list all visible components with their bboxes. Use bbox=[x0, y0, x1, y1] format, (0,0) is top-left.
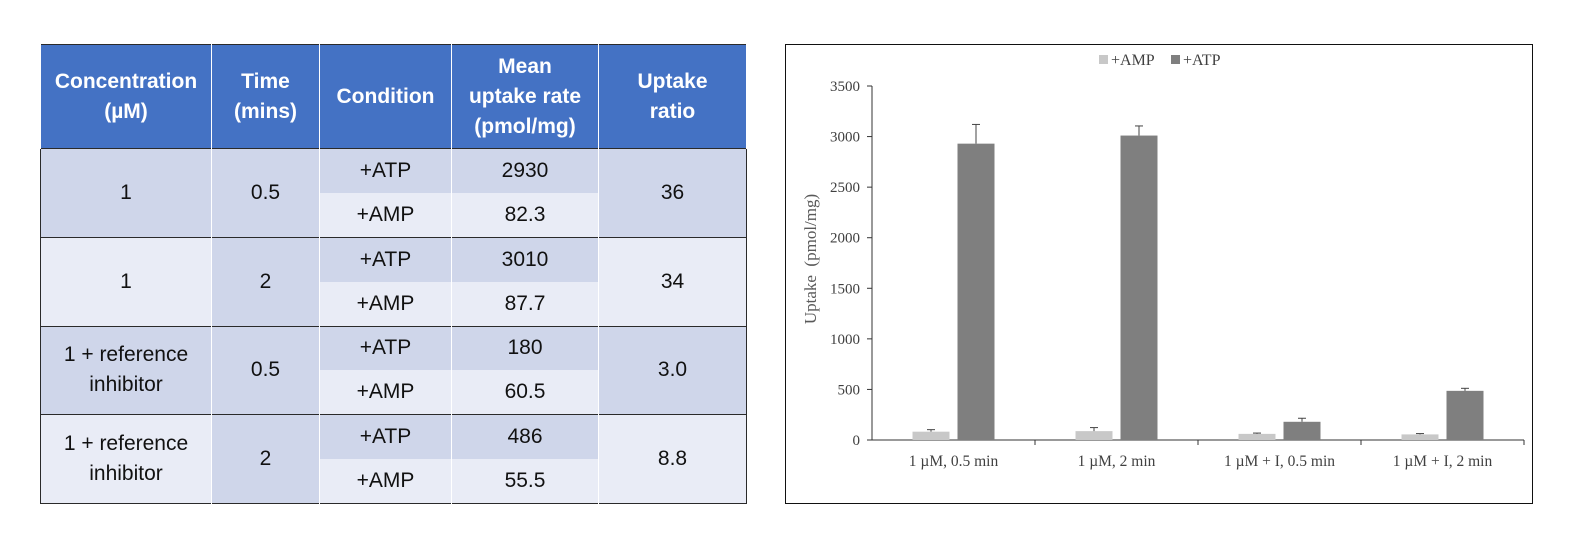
bar-atp bbox=[1120, 135, 1158, 440]
bar-amp bbox=[912, 431, 950, 440]
uptake-table-container: Concentration (µM) Time (mins) Condition Mean… bbox=[40, 44, 747, 504]
uptake-bar-chart-svg: 0 500 1000 1500 2000 2500 3000 3500 Uptake (pmol… bbox=[801, 52, 1525, 470]
x-tick-label: 1 µM + I, 2 min bbox=[1393, 453, 1493, 470]
header-line: Mean bbox=[498, 54, 552, 78]
cell-concentration: 1 + reference inhibitor bbox=[40, 325, 212, 415]
cell-uptake-ratio: 8.8 bbox=[598, 414, 747, 504]
cell-condition: +ATP bbox=[319, 325, 452, 371]
y-tick-label: 1000 bbox=[830, 332, 860, 348]
cell-concentration: 1 bbox=[40, 148, 212, 238]
legend-swatch-amp bbox=[1099, 55, 1108, 64]
cell-mean-uptake-rate: 82.3 bbox=[451, 192, 599, 238]
cell-mean-uptake-rate: 486 bbox=[451, 414, 599, 460]
x-tick-label: 1 µM, 0.5 min bbox=[909, 453, 999, 470]
header-line: (mins) bbox=[234, 99, 297, 123]
cell-condition: +AMP bbox=[319, 370, 452, 415]
cell-concentration: 1 bbox=[40, 236, 212, 326]
cell-mean-uptake-rate: 2930 bbox=[451, 147, 599, 193]
y-tick-label: 2000 bbox=[830, 231, 860, 247]
header-line: Concentration bbox=[54, 69, 198, 93]
bar-amp bbox=[1238, 433, 1276, 440]
legend-swatch-atp bbox=[1171, 55, 1180, 64]
table-row: 1 2 +ATP 3010 34 bbox=[40, 236, 747, 326]
table-row: +AMP 82.3 bbox=[41, 192, 747, 238]
cell-line: inhibitor bbox=[89, 373, 163, 397]
x-tick-label: 1 µM, 2 min bbox=[1078, 453, 1156, 470]
cell-line: 1 bbox=[120, 180, 132, 204]
y-tick-label: 0 bbox=[853, 433, 861, 449]
header-line: ratio bbox=[649, 99, 696, 123]
header-line: (pmol/mg) bbox=[474, 114, 576, 138]
header-time: Time (mins) bbox=[211, 44, 320, 149]
cell-time: 2 bbox=[211, 236, 320, 326]
bar-atp bbox=[957, 143, 995, 440]
uptake-table: Concentration (µM) Time (mins) Condition Mean… bbox=[40, 44, 747, 504]
legend-label: +AMP bbox=[1111, 52, 1155, 69]
cell-mean-uptake-rate: 60.5 bbox=[451, 370, 599, 415]
header-line: uptake rate bbox=[468, 84, 582, 108]
header-line: Condition bbox=[336, 84, 435, 108]
cell-condition: +AMP bbox=[319, 459, 452, 504]
bar-atp bbox=[1446, 390, 1484, 440]
y-tick-label: 500 bbox=[838, 382, 861, 398]
header-line: Uptake bbox=[637, 69, 708, 93]
header-uptake-ratio: Uptake ratio bbox=[598, 44, 747, 149]
cell-uptake-ratio: 34 bbox=[598, 236, 747, 326]
y-tick-label: 2500 bbox=[830, 180, 860, 196]
cell-time: 2 bbox=[211, 414, 320, 504]
table-row: +AMP 60.5 bbox=[41, 370, 747, 415]
header-mean-uptake-rate: Mean uptake rate (pmol/mg) bbox=[451, 44, 599, 149]
cell-condition: +ATP bbox=[319, 236, 452, 282]
cell-mean-uptake-rate: 87.7 bbox=[451, 281, 599, 326]
bar-amp bbox=[1401, 434, 1439, 440]
table-header-row: Concentration (µM) Time (mins) Condition Mean… bbox=[40, 44, 747, 149]
table-row: 1 + reference inhibitor 0.5 +ATP 180 3.0 bbox=[40, 325, 747, 415]
legend-label: +ATP bbox=[1183, 52, 1221, 69]
cell-condition: +AMP bbox=[319, 192, 452, 238]
cell-mean-uptake-rate: 3010 bbox=[451, 236, 599, 282]
cell-mean-uptake-rate: 55.5 bbox=[451, 459, 599, 504]
cell-line: inhibitor bbox=[89, 462, 163, 486]
cell-condition: +AMP bbox=[319, 281, 452, 326]
cell-time: 0.5 bbox=[211, 325, 320, 415]
header-concentration: Concentration (µM) bbox=[40, 44, 212, 149]
cell-time: 0.5 bbox=[211, 148, 320, 238]
y-tick-label: 1500 bbox=[830, 281, 860, 297]
cell-mean-uptake-rate: 180 bbox=[451, 325, 599, 371]
cell-line: 1 + reference bbox=[63, 343, 189, 367]
table-row: 1 + reference inhibitor 2 +ATP 486 8.8 bbox=[40, 414, 747, 504]
table-row: +AMP 55.5 bbox=[41, 459, 747, 504]
uptake-chart: 0 500 1000 1500 2000 2500 3000 3500 Uptake (pmol… bbox=[785, 44, 1533, 504]
cell-uptake-ratio: 3.0 bbox=[598, 325, 747, 415]
x-tick-label: 1 µM + I, 0.5 min bbox=[1224, 453, 1335, 470]
header-line: Time bbox=[241, 69, 290, 93]
table-row: +AMP 87.7 bbox=[41, 281, 747, 326]
y-tick-label: 3000 bbox=[830, 130, 860, 146]
bar-atp bbox=[1283, 421, 1321, 440]
table-row: 1 0.5 +ATP 2930 36 bbox=[40, 147, 747, 238]
y-axis-label: Uptake (pmol/mg) bbox=[801, 194, 820, 324]
cell-condition: +ATP bbox=[319, 147, 452, 193]
cell-concentration: 1 + reference inhibitor bbox=[40, 414, 212, 504]
header-condition: Condition bbox=[319, 44, 452, 149]
bar-amp bbox=[1075, 431, 1113, 440]
header-line: (µM) bbox=[104, 99, 148, 123]
cell-uptake-ratio: 36 bbox=[598, 148, 747, 238]
cell-line: 1 bbox=[120, 269, 132, 293]
y-tick-label: 3500 bbox=[830, 79, 860, 95]
cell-line: 1 + reference bbox=[63, 432, 189, 456]
cell-condition: +ATP bbox=[319, 414, 452, 460]
